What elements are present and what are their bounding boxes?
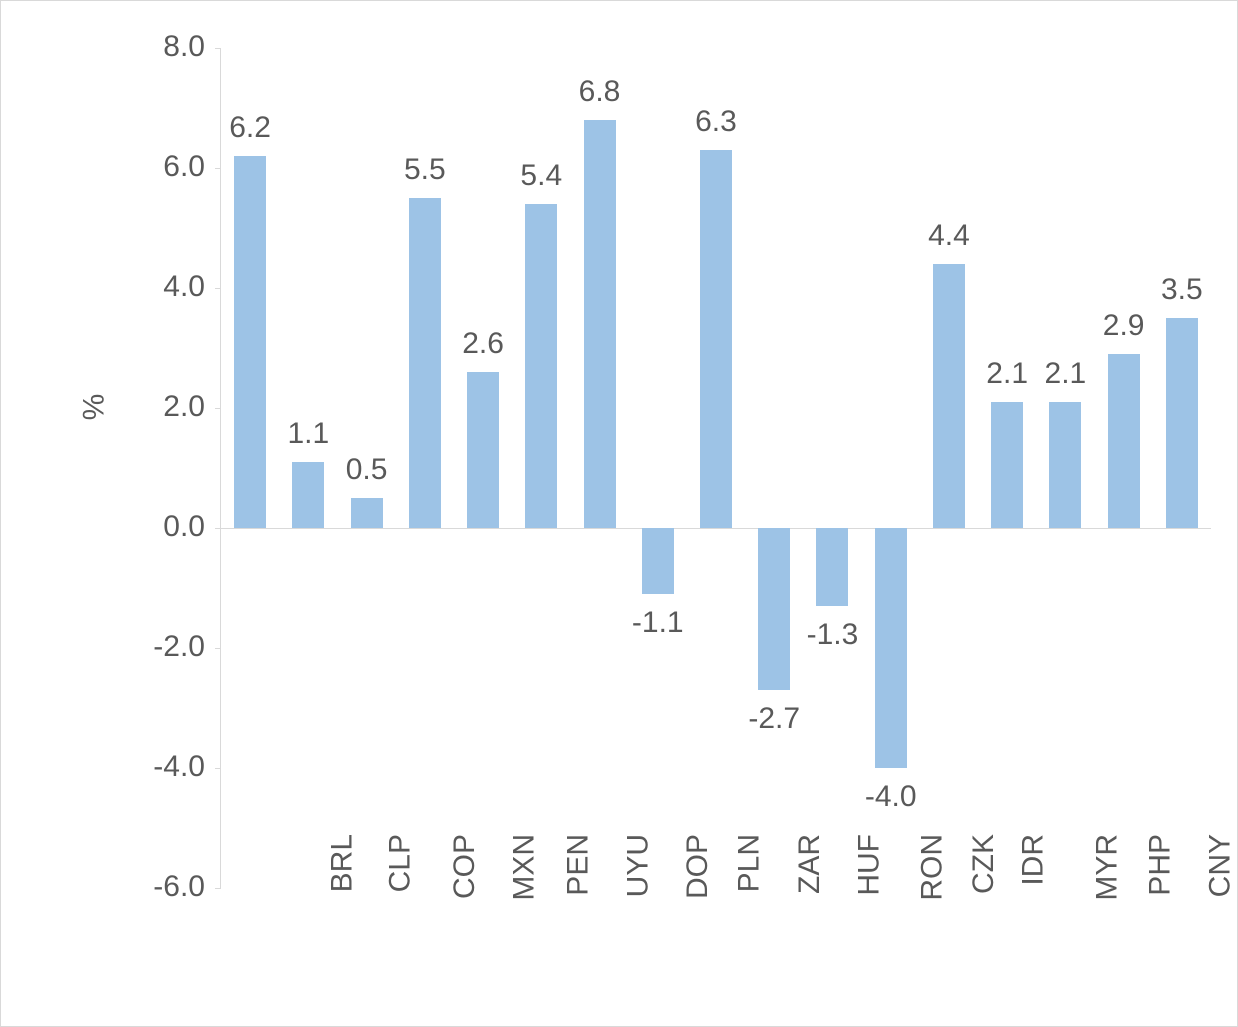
bar [525,204,557,528]
bar [758,528,790,690]
y-tick-label: 2.0 [163,390,205,424]
bar-value-label: 2.9 [1095,309,1153,343]
bar-value-label: 2.6 [454,327,512,361]
bar-value-label: 6.2 [221,111,279,145]
bar-value-label: -2.7 [745,702,803,736]
bar [292,462,324,528]
bar [642,528,674,594]
category-label: UYU [621,834,655,897]
bar-value-label: 3.5 [1153,273,1211,307]
bar-value-label: 6.3 [687,105,745,139]
chart-frame: 6.2 1.10.5 5.5 2.6 5.4 6.8 -1.1 6.3 -2.7 -1.3 -4.0… [0,0,1238,1027]
bar-value-label: 2.1 [1036,357,1094,391]
bar-value-label: 1.1 [279,417,337,451]
category-label: BRL [325,834,359,892]
y-axis-line [220,48,221,888]
bar [467,372,499,528]
y-tick-label: 0.0 [163,510,205,544]
category-label: CZK [967,834,1001,894]
bar-value-label: 6.8 [570,75,628,109]
y-tick-mark [215,768,221,769]
y-tick-label: 8.0 [163,30,205,64]
category-label: COP [448,834,482,899]
y-tick-mark [215,648,221,649]
category-label: PHP [1144,834,1178,896]
bar [1108,354,1140,528]
category-label: ZAR [793,834,827,894]
category-label: MYR [1090,834,1124,901]
y-tick-mark [215,48,221,49]
category-label: CNY [1203,834,1237,897]
bar-value-label: -1.3 [803,618,861,652]
category-label: CLP [383,834,417,892]
y-tick-label: -6.0 [153,870,205,904]
plot-area: 6.2 1.10.5 5.5 2.6 5.4 6.8 -1.1 6.3 -2.7 -1.3 -4.0… [221,48,1211,888]
y-tick-mark [215,888,221,889]
category-label: DOP [681,834,715,899]
y-tick-mark [215,168,221,169]
bar-value-label: 5.5 [396,153,454,187]
y-tick-label: -2.0 [153,630,205,664]
category-label: HUF [852,834,886,896]
category-label: MXN [508,834,542,901]
bar-value-label: 5.4 [512,159,570,193]
bar [700,150,732,528]
y-tick-mark [215,288,221,289]
bar [933,264,965,528]
category-label: IDR [1017,834,1051,886]
y-tick-label: 6.0 [163,150,205,184]
bar [584,120,616,528]
y-tick-label: -4.0 [153,750,205,784]
y-tick-mark [215,528,221,529]
bar [234,156,266,528]
bar [991,402,1023,528]
bar-value-label: -1.1 [629,606,687,640]
bar [1166,318,1198,528]
y-tick-label: 4.0 [163,270,205,304]
bar [1049,402,1081,528]
bar-value-label: -4.0 [862,780,920,814]
bar [351,498,383,528]
y-axis-title: % [77,394,111,421]
bar [816,528,848,606]
category-label: PLN [733,834,767,892]
category-label: PEN [561,834,595,896]
y-tick-mark [215,408,221,409]
zero-line [221,528,1211,529]
bar [875,528,907,768]
bar-value-label: 4.4 [920,219,978,253]
bar-value-label: 0.5 [337,453,395,487]
category-label: RON [916,834,950,901]
bar-value-label: 2.1 [978,357,1036,391]
bar [409,198,441,528]
